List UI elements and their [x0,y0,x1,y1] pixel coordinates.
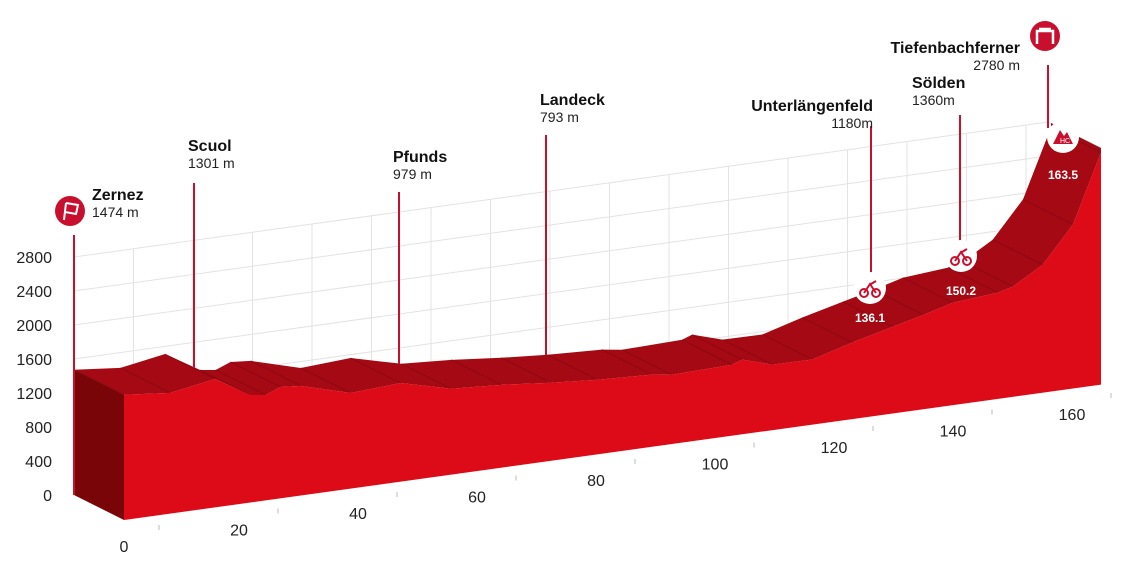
cyclist-icon [954,248,968,262]
location-elevation: 1474 m [92,204,139,220]
profile-hatch [621,349,673,376]
x-tick-label: 140 [940,424,967,441]
checkered-flag-icon [63,202,80,221]
x-axis: 0 20 40 60 80 100 120 140 160 [120,393,1112,556]
profile-hatch [250,360,301,387]
point-km-label: 150.2 [946,284,976,298]
location-elevation: 793 m [540,109,579,125]
gridline-h [73,155,1050,292]
profile-hatch [947,267,999,294]
location-name: Unterlängenfeld [751,98,873,115]
kom-point: HC 163.5 [1047,121,1079,182]
profile-shape [73,122,1102,520]
profile-hatch [902,277,954,304]
location-elevation: 1180m [831,115,873,131]
gridline-h [73,121,1050,258]
profile-hatch [601,349,652,376]
profile-hatch [992,239,1043,266]
profile-hatch [350,357,401,384]
profile-hatch [681,339,733,366]
profile-front-face [124,148,1101,520]
kom-category: HC [1060,138,1070,145]
location-elevation: 979 m [393,166,432,182]
profile-hatch [120,367,171,394]
profile-hatch [1022,198,1074,225]
x-tick-label: 60 [468,490,486,507]
profile-top-surface [74,123,1101,395]
profile-hatch [722,339,773,366]
x-tick-label: 120 [821,440,848,457]
profile-hatch [401,363,452,390]
bike-icon [871,288,881,298]
y-tick-label: 2400 [16,284,52,301]
bike-icon [950,256,960,266]
location-name: Pfunds [393,149,447,166]
points: 136.1 150.2 HC 163.5 [854,121,1079,325]
profile-hatch [230,361,281,388]
profile-hatch [500,357,552,384]
gridline-h [73,223,1050,360]
profile-hatch [300,367,351,394]
bike-icon [859,288,869,298]
y-axis: 0 400 800 1200 1600 2000 2400 2800 [16,235,75,505]
y-tick-label: 2000 [16,318,52,335]
y-tick-label: 800 [25,420,52,437]
location-name: Sölden [912,75,965,92]
finish-circle [1030,21,1060,51]
location-name: Scuol [188,138,232,155]
x-tick-label: 100 [702,457,729,474]
bike-icon [962,256,972,266]
location-elevation: 1360m [912,92,955,108]
point-circle [854,272,886,304]
y-tick-label: 1600 [16,352,52,369]
location-name: Tiefenbachferner [890,40,1020,57]
x-tick-label: 0 [120,539,129,556]
start-flag-icon [55,196,85,226]
x-tick-label: 20 [230,523,248,540]
profile-side-face [74,369,124,520]
profile-hatch [762,334,813,361]
profile-hatch [547,354,598,381]
x-tick-label: 80 [587,473,605,490]
finish-arch [1035,27,1055,44]
sprint-point: 150.2 [945,240,977,298]
profile-hatch [842,301,893,328]
point-km-label: 136.1 [855,311,885,325]
sprint-point: 136.1 [854,272,886,325]
point-km-label: 163.5 [1048,168,1078,182]
start-circle [55,196,85,226]
profile-hatch [451,359,502,386]
point-circle [945,240,977,272]
profile-hatch [802,317,853,344]
location-name: Zernez [92,187,144,204]
x-tick-label: 160 [1059,407,1086,424]
profile-hatch [164,353,216,380]
location-elevation: 2780 m [973,57,1020,73]
profile-hatch [199,369,251,396]
location-elevation: 1301 m [188,155,235,171]
finish-arch-icon [1030,21,1060,51]
y-tick-label: 1200 [16,386,52,403]
y-tick-label: 2800 [16,250,52,267]
x-tick-label: 40 [349,506,367,523]
mountain-icon [1053,130,1073,144]
location-name: Landeck [540,92,605,109]
profile-hatch [215,369,266,396]
gridline-h [73,189,1050,326]
y-tick-label: 0 [43,488,52,505]
profile-hatch [691,334,743,361]
y-tick-label: 400 [25,454,52,471]
cyclist-icon [863,280,877,294]
